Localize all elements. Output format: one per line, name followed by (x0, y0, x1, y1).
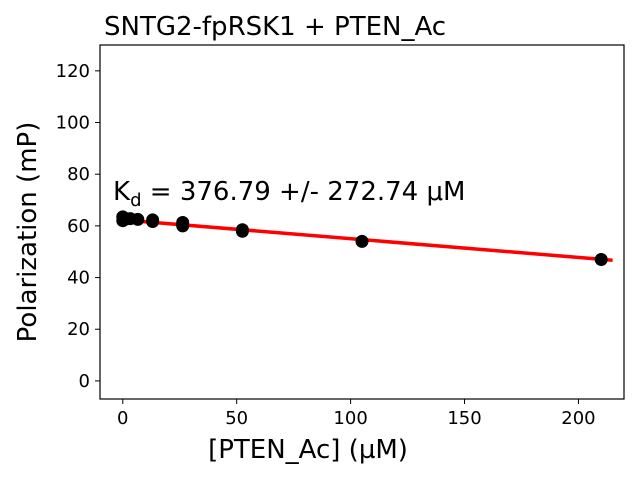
x-tick-label: 100 (333, 408, 367, 429)
kd-annotation: Kd = 376.79 +/- 272.74 μM (113, 177, 465, 211)
data-point (131, 212, 145, 226)
x-tick-label: 0 (117, 408, 128, 429)
data-point (594, 252, 608, 266)
x-axis: 0 50 100 150 200 (117, 399, 596, 429)
data-point (176, 219, 190, 233)
data-point (355, 234, 369, 248)
y-axis-label: Polarization (mP) (13, 122, 43, 343)
kd-subscript: d (130, 190, 141, 211)
kd-value: = 376.79 +/- 272.74 μM (142, 177, 466, 207)
x-tick-label: 50 (225, 408, 248, 429)
axes-frame (99, 44, 625, 400)
x-axis-label: [PTEN_Ac] (µM) (208, 435, 408, 465)
y-tick-label: 20 (67, 319, 90, 340)
y-tick-label: 120 (56, 61, 90, 82)
x-tick-label: 150 (447, 408, 481, 429)
y-tick-label: 0 (79, 371, 90, 392)
data-point (235, 224, 249, 238)
plot-area (116, 210, 613, 266)
y-tick-label: 40 (67, 268, 90, 289)
y-axis: 0 20 40 60 80 100 120 (56, 61, 100, 392)
kd-symbol: K (113, 177, 131, 207)
data-point (146, 214, 160, 228)
x-tick-label: 200 (561, 408, 595, 429)
y-tick-label: 100 (56, 113, 90, 134)
y-tick-label: 60 (67, 216, 90, 237)
y-tick-label: 80 (67, 164, 90, 185)
chart-title: SNTG2-fpRSK1 + PTEN_Ac (104, 12, 446, 42)
